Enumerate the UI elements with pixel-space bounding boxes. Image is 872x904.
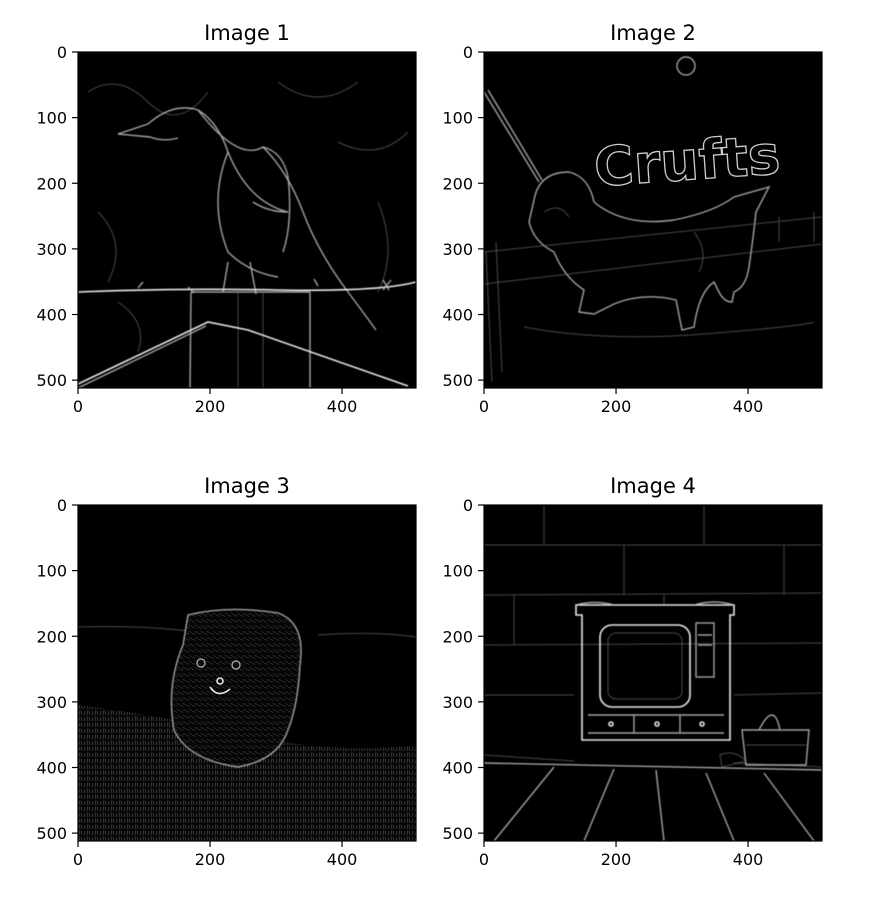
- panel-image-1: [77, 51, 417, 389]
- panel-title: Image 2: [610, 21, 696, 45]
- x-tick-label: 400: [733, 850, 764, 869]
- image-2-edges: [483, 56, 823, 383]
- panel-image-2: Crufts: [483, 51, 823, 389]
- y-tick-label: 100: [442, 109, 473, 128]
- y-tick-label: 400: [36, 759, 67, 778]
- axes-frame: [483, 51, 823, 389]
- axes-image-2: Image 2 0 200 400 0 100 200 300 400 500: [442, 21, 823, 416]
- x-tick-label: 0: [73, 850, 83, 869]
- x-tick-label: 200: [195, 397, 226, 416]
- y-tick-label: 0: [463, 43, 473, 62]
- x-tick-label: 400: [327, 850, 358, 869]
- y-tick-label: 400: [442, 306, 473, 325]
- y-tick-label: 300: [36, 240, 67, 259]
- panel-image-4: [483, 504, 823, 842]
- x-tick-label: 400: [733, 397, 764, 416]
- x-tick-label: 200: [601, 850, 632, 869]
- x-tick-label: 0: [479, 397, 489, 416]
- image-2-sign-text: Crufts: [592, 123, 782, 199]
- axes-image-4: Image 4 0 200 400 0 100 200 300 400 500: [442, 474, 823, 869]
- y-tick-label: 100: [442, 562, 473, 581]
- y-tick-label: 400: [442, 759, 473, 778]
- axes-frame: [77, 51, 417, 389]
- y-tick-label: 300: [442, 240, 473, 259]
- y-tick-label: 200: [36, 174, 67, 193]
- y-tick-label: 300: [442, 693, 473, 712]
- y-tick-label: 500: [442, 371, 473, 390]
- axes-frame: [77, 504, 417, 842]
- image-2-canvas: [484, 52, 822, 388]
- panel-title: Image 3: [204, 474, 290, 498]
- y-tick-label: 0: [57, 496, 67, 515]
- panel-title: Image 4: [610, 474, 696, 498]
- image-4-canvas: [484, 505, 822, 841]
- x-tick-label: 0: [73, 397, 83, 416]
- axes-image-3: Image 3 0 200 400 0 100 200 300 400 500: [36, 474, 417, 869]
- x-tick-label: 0: [479, 850, 489, 869]
- x-tick-label: 200: [601, 397, 632, 416]
- y-tick-label: 200: [442, 627, 473, 646]
- y-tick-label: 0: [463, 496, 473, 515]
- image-1-canvas: [78, 52, 416, 388]
- panel-title: Image 1: [204, 21, 290, 45]
- x-tick-label: 400: [327, 397, 358, 416]
- y-tick-label: 400: [36, 306, 67, 325]
- panel-image-3: [77, 504, 417, 842]
- y-tick-label: 200: [442, 174, 473, 193]
- axes-frame: [483, 504, 823, 842]
- image-4-edges: [483, 505, 823, 842]
- image-1-edges: [77, 81, 417, 389]
- y-tick-label: 300: [36, 693, 67, 712]
- y-tick-label: 100: [36, 562, 67, 581]
- y-tick-label: 500: [36, 824, 67, 843]
- y-tick-label: 500: [36, 371, 67, 390]
- axes-image-1: Image 1 0 200 400 0 100 200 300 400 500: [36, 21, 417, 416]
- image-3-edges: [77, 608, 417, 841]
- x-tick-label: 200: [195, 850, 226, 869]
- y-tick-label: 100: [36, 109, 67, 128]
- y-tick-label: 0: [57, 43, 67, 62]
- y-tick-label: 500: [442, 824, 473, 843]
- y-tick-label: 200: [36, 627, 67, 646]
